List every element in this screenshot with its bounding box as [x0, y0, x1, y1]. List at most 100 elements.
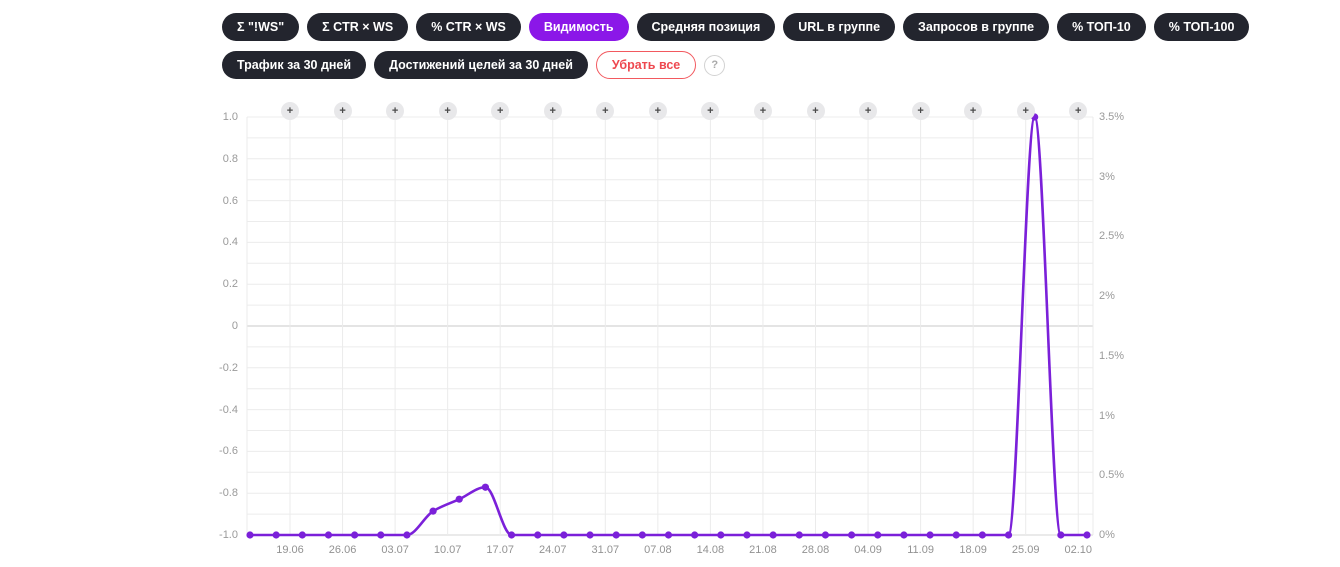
- sigma-ws-button[interactable]: Σ "!WS": [222, 13, 300, 41]
- x-tick-label: 04.09: [854, 544, 882, 556]
- data-point[interactable]: [507, 531, 516, 539]
- data-point[interactable]: [455, 495, 463, 503]
- data-point[interactable]: [351, 531, 359, 539]
- visibility-button[interactable]: Видимость: [528, 13, 629, 41]
- add-marker-button[interactable]: +: [596, 102, 615, 120]
- x-tick-label: 02.10: [1064, 544, 1093, 556]
- y-left-tick-label: -0.6: [219, 445, 238, 458]
- add-marker-button[interactable]: +: [1016, 102, 1035, 120]
- x-tick-label: 28.08: [801, 544, 830, 556]
- data-point[interactable]: [586, 531, 594, 539]
- data-point[interactable]: [403, 531, 411, 539]
- x-tick-label: 07.08: [644, 544, 672, 556]
- x-tick-label: 25.09: [1011, 544, 1040, 556]
- remove-all-button[interactable]: Убрать все: [595, 51, 697, 79]
- data-point[interactable]: [1004, 531, 1013, 539]
- add-marker-button[interactable]: +: [911, 102, 930, 120]
- x-tick-label: 11.09: [907, 544, 934, 556]
- y-right-tick-label: 3.5%: [1099, 111, 1125, 123]
- data-point[interactable]: [795, 531, 803, 539]
- data-point[interactable]: [978, 531, 986, 539]
- data-point[interactable]: [534, 531, 542, 539]
- x-tick-label: 24.07: [538, 544, 567, 556]
- goals-30-days-button[interactable]: Достижений целей за 30 дней: [374, 51, 588, 79]
- metric-toolbar-row-1: Σ "!WS" Σ CTR × WS% CTR × WS Видимость Сред…: [222, 13, 1250, 41]
- x-tick-label: 19.06: [276, 544, 304, 556]
- y-right-tick-label: 0%: [1099, 529, 1115, 541]
- x-tick-label: 03.07: [381, 544, 409, 556]
- data-point[interactable]: [1083, 531, 1091, 539]
- help-button[interactable]: ?: [704, 54, 726, 76]
- sigma-ctr-ws-button[interactable]: Σ CTR × WS: [307, 13, 409, 41]
- data-point[interactable]: [324, 531, 333, 539]
- data-point[interactable]: [900, 531, 908, 539]
- add-marker-button[interactable]: +: [281, 102, 299, 120]
- add-marker-button[interactable]: +: [648, 102, 667, 120]
- y-left-tick-label: 0.8: [222, 152, 238, 165]
- add-marker-button[interactable]: +: [438, 102, 457, 120]
- data-point[interactable]: [560, 531, 568, 539]
- y-left-tick-label: 1.0: [222, 111, 238, 123]
- data-point[interactable]: [481, 483, 490, 491]
- x-tick-label: 10.07: [433, 544, 462, 556]
- x-tick-label: 31.07: [591, 544, 620, 556]
- data-point[interactable]: [926, 531, 934, 539]
- data-point[interactable]: [691, 531, 699, 539]
- data-point[interactable]: [429, 507, 437, 515]
- data-point[interactable]: [377, 531, 385, 539]
- add-marker-button[interactable]: +: [1069, 102, 1088, 120]
- y-left-tick-label: -0.8: [219, 487, 238, 500]
- add-marker-button[interactable]: +: [543, 102, 562, 120]
- add-marker-button[interactable]: +: [701, 102, 720, 120]
- pct-ctr-ws-button[interactable]: % CTR × WS: [416, 13, 521, 41]
- data-point[interactable]: [298, 531, 306, 539]
- data-point[interactable]: [1057, 531, 1065, 539]
- y-left-tick-label: -1.0: [219, 529, 238, 541]
- y-left-tick-label: 0.4: [222, 236, 238, 249]
- queries-in-group-button[interactable]: Запросов в группе: [903, 13, 1050, 41]
- add-marker-button[interactable]: +: [491, 102, 510, 120]
- y-right-tick-label: 3%: [1099, 170, 1115, 183]
- y-right-tick-label: 1.5%: [1099, 349, 1125, 362]
- add-marker-button[interactable]: +: [386, 102, 405, 120]
- y-left-tick-label: 0.6: [222, 194, 238, 207]
- y-left-tick-label: 0: [231, 320, 238, 332]
- top-100-button[interactable]: % ТОП-100: [1153, 13, 1250, 41]
- y-right-tick-label: 2%: [1099, 290, 1115, 303]
- y-right-tick-label: 1%: [1099, 409, 1115, 422]
- x-tick-label: 26.06: [328, 544, 357, 556]
- y-right-tick-label: 0.5%: [1099, 469, 1125, 482]
- x-tick-label: 14.08: [696, 544, 725, 556]
- y-right-tick-label: 2.5%: [1099, 230, 1125, 243]
- data-point[interactable]: [272, 531, 280, 539]
- data-point[interactable]: [638, 531, 646, 539]
- y-left-tick-label: 0.2: [222, 278, 238, 291]
- average-position-button[interactable]: Средняя позиция: [636, 13, 776, 41]
- traffic-30-days-button[interactable]: Трафик за 30 дней: [222, 51, 367, 79]
- y-left-tick-label: -0.4: [219, 403, 238, 416]
- data-point[interactable]: [769, 531, 777, 539]
- x-tick-label: 21.08: [749, 544, 777, 556]
- data-point[interactable]: [952, 531, 960, 539]
- data-point[interactable]: [717, 531, 725, 539]
- data-point[interactable]: [847, 531, 856, 539]
- add-marker-button[interactable]: +: [964, 102, 983, 120]
- add-marker-button[interactable]: +: [753, 102, 772, 120]
- add-marker-button[interactable]: +: [333, 102, 352, 120]
- url-in-group-button[interactable]: URL в группе: [783, 13, 896, 41]
- x-tick-label: 17.07: [486, 544, 514, 556]
- add-marker-button[interactable]: +: [806, 102, 825, 120]
- y-left-tick-label: -0.2: [219, 361, 238, 374]
- top-10-button[interactable]: % ТОП-10: [1057, 13, 1146, 41]
- data-point[interactable]: [821, 531, 830, 539]
- data-point[interactable]: [664, 531, 673, 539]
- data-point[interactable]: [874, 531, 882, 539]
- metric-toolbar-row-2: Трафик за 30 дней Достижений целей за 30 …: [222, 51, 726, 79]
- data-point[interactable]: [612, 531, 620, 539]
- data-point[interactable]: [743, 531, 751, 539]
- add-marker-button[interactable]: +: [859, 102, 878, 120]
- data-point[interactable]: [246, 531, 254, 539]
